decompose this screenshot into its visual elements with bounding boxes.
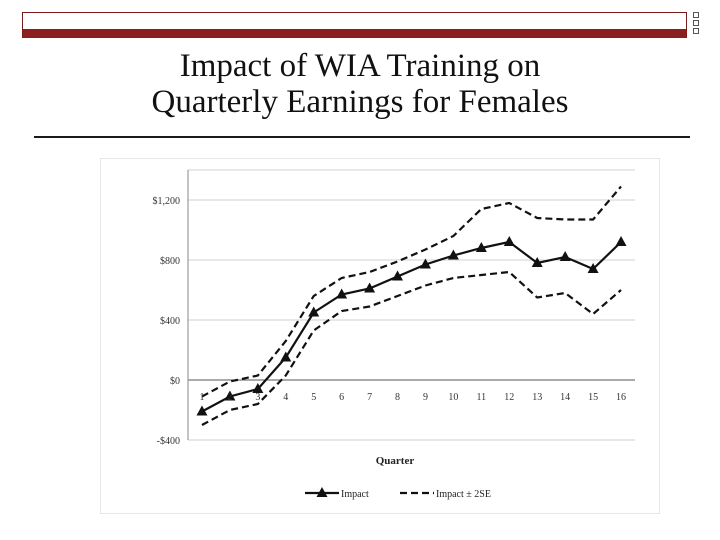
data-point-marker [615, 236, 627, 246]
slide-title: Impact of WIA Training on Quarterly Earn… [60, 48, 660, 120]
x-tick-label: 1 [199, 392, 204, 403]
x-tick-label: 13 [532, 392, 542, 403]
header-bar [22, 12, 687, 38]
series-layer [196, 185, 627, 426]
x-tick-label: 10 [448, 392, 458, 403]
data-point-marker [252, 383, 264, 393]
x-tick-label: 16 [616, 392, 626, 403]
y-tick-label: $1,200 [153, 196, 181, 207]
title-line-2: Quarterly Earnings for Females [151, 84, 569, 120]
data-point-marker [447, 249, 459, 260]
gridlines [188, 169, 635, 441]
series-line-lower [201, 270, 622, 426]
corner-squares-decoration [688, 12, 706, 42]
title-divider [34, 136, 690, 138]
x-tick-label: 15 [588, 392, 598, 403]
legend-label: Impact ± 2SE [436, 489, 491, 500]
y-tick-label: -$400 [157, 436, 180, 447]
x-tick-label: 11 [477, 392, 487, 403]
data-point-marker [475, 242, 487, 252]
axes [187, 170, 635, 440]
x-tick-label: 9 [423, 392, 428, 403]
x-tick-label: 3 [255, 392, 260, 403]
data-point-marker [587, 263, 599, 273]
data-point-marker [531, 257, 543, 267]
x-tick-label: 14 [560, 392, 570, 403]
title-line-1: Impact of WIA Training on [179, 48, 541, 84]
legend-label: Impact [341, 489, 369, 500]
data-point-marker [503, 236, 515, 246]
data-point-marker [280, 351, 292, 362]
data-point-marker [419, 258, 431, 269]
series-line-impact [201, 240, 622, 413]
data-point-marker [392, 270, 404, 281]
legend-marker [316, 487, 328, 497]
x-tick-label: 5 [311, 392, 316, 403]
y-tick-label: $0 [170, 376, 180, 387]
x-tick-label: 6 [339, 392, 344, 403]
x-tick-label: 4 [283, 392, 288, 403]
chart-container: -$400 $0 $400 $800 $1,200 1 2 3 4 5 6 7 8 9 10 11 12 13 14… [99, 157, 661, 515]
x-tick-label: 2 [227, 392, 232, 403]
legend: Impact Impact ± 2SE [305, 487, 491, 500]
data-point-marker [196, 405, 208, 416]
data-point-marker [224, 390, 236, 401]
x-tick-label: 8 [395, 392, 400, 403]
data-point-marker [308, 306, 320, 317]
y-tick-label: $400 [160, 316, 180, 327]
x-tick-label: 12 [504, 392, 514, 403]
x-axis-label: Quarter [376, 455, 415, 467]
series-line-upper [201, 185, 622, 398]
data-point-marker [364, 282, 376, 293]
data-point-marker [336, 288, 348, 299]
y-tick-label: $800 [160, 256, 180, 267]
x-tick-label: 7 [367, 392, 372, 403]
data-point-marker [559, 251, 571, 261]
chart-frame [99, 157, 661, 515]
